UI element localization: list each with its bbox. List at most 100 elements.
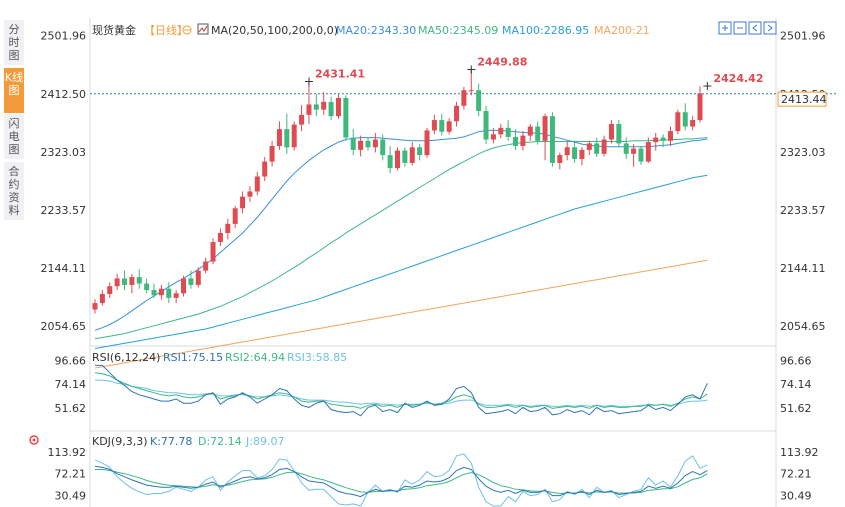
ma-label-0: MA20:2343.30 (336, 24, 416, 37)
candle-body (335, 97, 341, 117)
ma-label-3: MA200:21 (594, 24, 650, 37)
candle-body (195, 270, 201, 285)
move-right-icon-arrow (767, 24, 773, 32)
tab-1[interactable]: K线图 (4, 68, 24, 113)
kdj-tick-left: 113.92 (48, 446, 87, 459)
candle-body (417, 147, 423, 156)
candle-body (306, 104, 312, 115)
candle-body (461, 90, 467, 106)
ma-label-2: MA100:2286.95 (502, 24, 589, 37)
tab-2[interactable]: 闪电图 (4, 114, 24, 159)
candle-body (542, 116, 548, 141)
candle-body (262, 161, 268, 177)
candle-body (557, 155, 563, 163)
period-toggle-icon (182, 25, 192, 35)
kdj-k-line (94, 465, 708, 498)
price-tick-right: 2501.96 (780, 30, 826, 43)
candle-body (402, 150, 408, 163)
ma-indicator-name: MA(20,50,100,200,0,0) (211, 24, 338, 37)
candle-body (513, 136, 519, 147)
candle-body (454, 105, 460, 122)
candle-body (660, 137, 666, 141)
candle-body (107, 286, 113, 294)
indicator-icon-line (198, 25, 208, 33)
candle-body (387, 155, 393, 169)
ma100-line (94, 174, 708, 349)
candle-body (638, 148, 644, 162)
settings-icon[interactable] (29, 435, 39, 445)
kdj-tick-right: 113.92 (780, 446, 819, 459)
candle-body (483, 110, 489, 140)
candle-body (99, 293, 105, 304)
rsi-tick-left: 74.14 (55, 378, 87, 391)
high-annotation: 2449.88 (477, 56, 527, 69)
candle-body (358, 140, 364, 150)
candle-body (549, 116, 555, 163)
candle-body (498, 127, 504, 135)
price-tick-left: 2144.11 (41, 262, 87, 275)
candle-body (343, 97, 349, 138)
ma20-line (94, 129, 708, 331)
candle-body (380, 139, 386, 156)
rsi-tick-left: 51.62 (55, 402, 87, 415)
price-tick-right: 2233.57 (780, 204, 826, 217)
kdj-tick-right: 30.49 (780, 489, 812, 502)
candle-body (372, 139, 378, 148)
candle-body (690, 120, 696, 127)
price-tick-left: 2323.03 (41, 146, 87, 159)
candle-body (129, 277, 135, 285)
candle-body (490, 134, 496, 140)
rsi-tick-left: 96.66 (55, 355, 87, 368)
tab-3[interactable]: 合约资料 (4, 162, 24, 220)
settings-icon-center (32, 438, 36, 442)
candle-body (136, 277, 142, 284)
instrument-name: 现货黄金 (92, 23, 136, 37)
indicator-icon (197, 23, 209, 35)
candle-body (203, 261, 209, 271)
candle-body (269, 146, 275, 162)
candle-body (299, 114, 305, 125)
candle-body (328, 101, 334, 117)
ma-label-1: MA50:2345.09 (418, 24, 498, 37)
move-right-icon[interactable] (763, 21, 777, 35)
candle-body (188, 278, 194, 285)
candle-body (520, 135, 526, 147)
kdj-label-0: K:77.78 (150, 435, 192, 448)
kdj-tick-left: 72.21 (55, 468, 87, 481)
candle-body (586, 143, 592, 150)
candle-body (92, 303, 98, 310)
candle-body (284, 129, 290, 148)
kdj-tick-left: 30.49 (55, 489, 87, 502)
candle-body (446, 121, 452, 132)
rsi-label-0: RSI1:75.15 (163, 351, 223, 364)
candle-body (697, 93, 703, 121)
price-tick-right: 2323.03 (780, 146, 826, 159)
move-left-icon[interactable] (748, 21, 762, 35)
candle-body (535, 126, 541, 141)
price-tick-left: 2501.96 (41, 30, 87, 43)
candle-body (653, 137, 659, 143)
candle-body (439, 120, 445, 132)
candle-body (409, 147, 415, 163)
rsi-tick-right: 96.66 (780, 355, 812, 368)
candle-body (431, 120, 437, 131)
rsi2-line (94, 372, 708, 409)
high-annotation: 2424.42 (713, 72, 763, 85)
rsi1-line (95, 364, 708, 417)
price-tick-right: 2054.65 (780, 320, 826, 333)
candle-body (424, 130, 430, 156)
candle-body (601, 139, 607, 154)
candle-body (527, 126, 533, 136)
move-left-icon-arrow (752, 24, 758, 32)
candle-body (572, 147, 578, 159)
candle-body (476, 90, 482, 111)
price-tick-left: 2054.65 (41, 320, 87, 333)
candle-body (122, 278, 128, 285)
current-price-box (777, 91, 827, 107)
candle-body (505, 127, 511, 137)
candle-body (151, 290, 157, 296)
candle-body (594, 143, 600, 154)
tab-0[interactable]: 分时图 (4, 20, 24, 65)
candle-body (321, 101, 327, 110)
